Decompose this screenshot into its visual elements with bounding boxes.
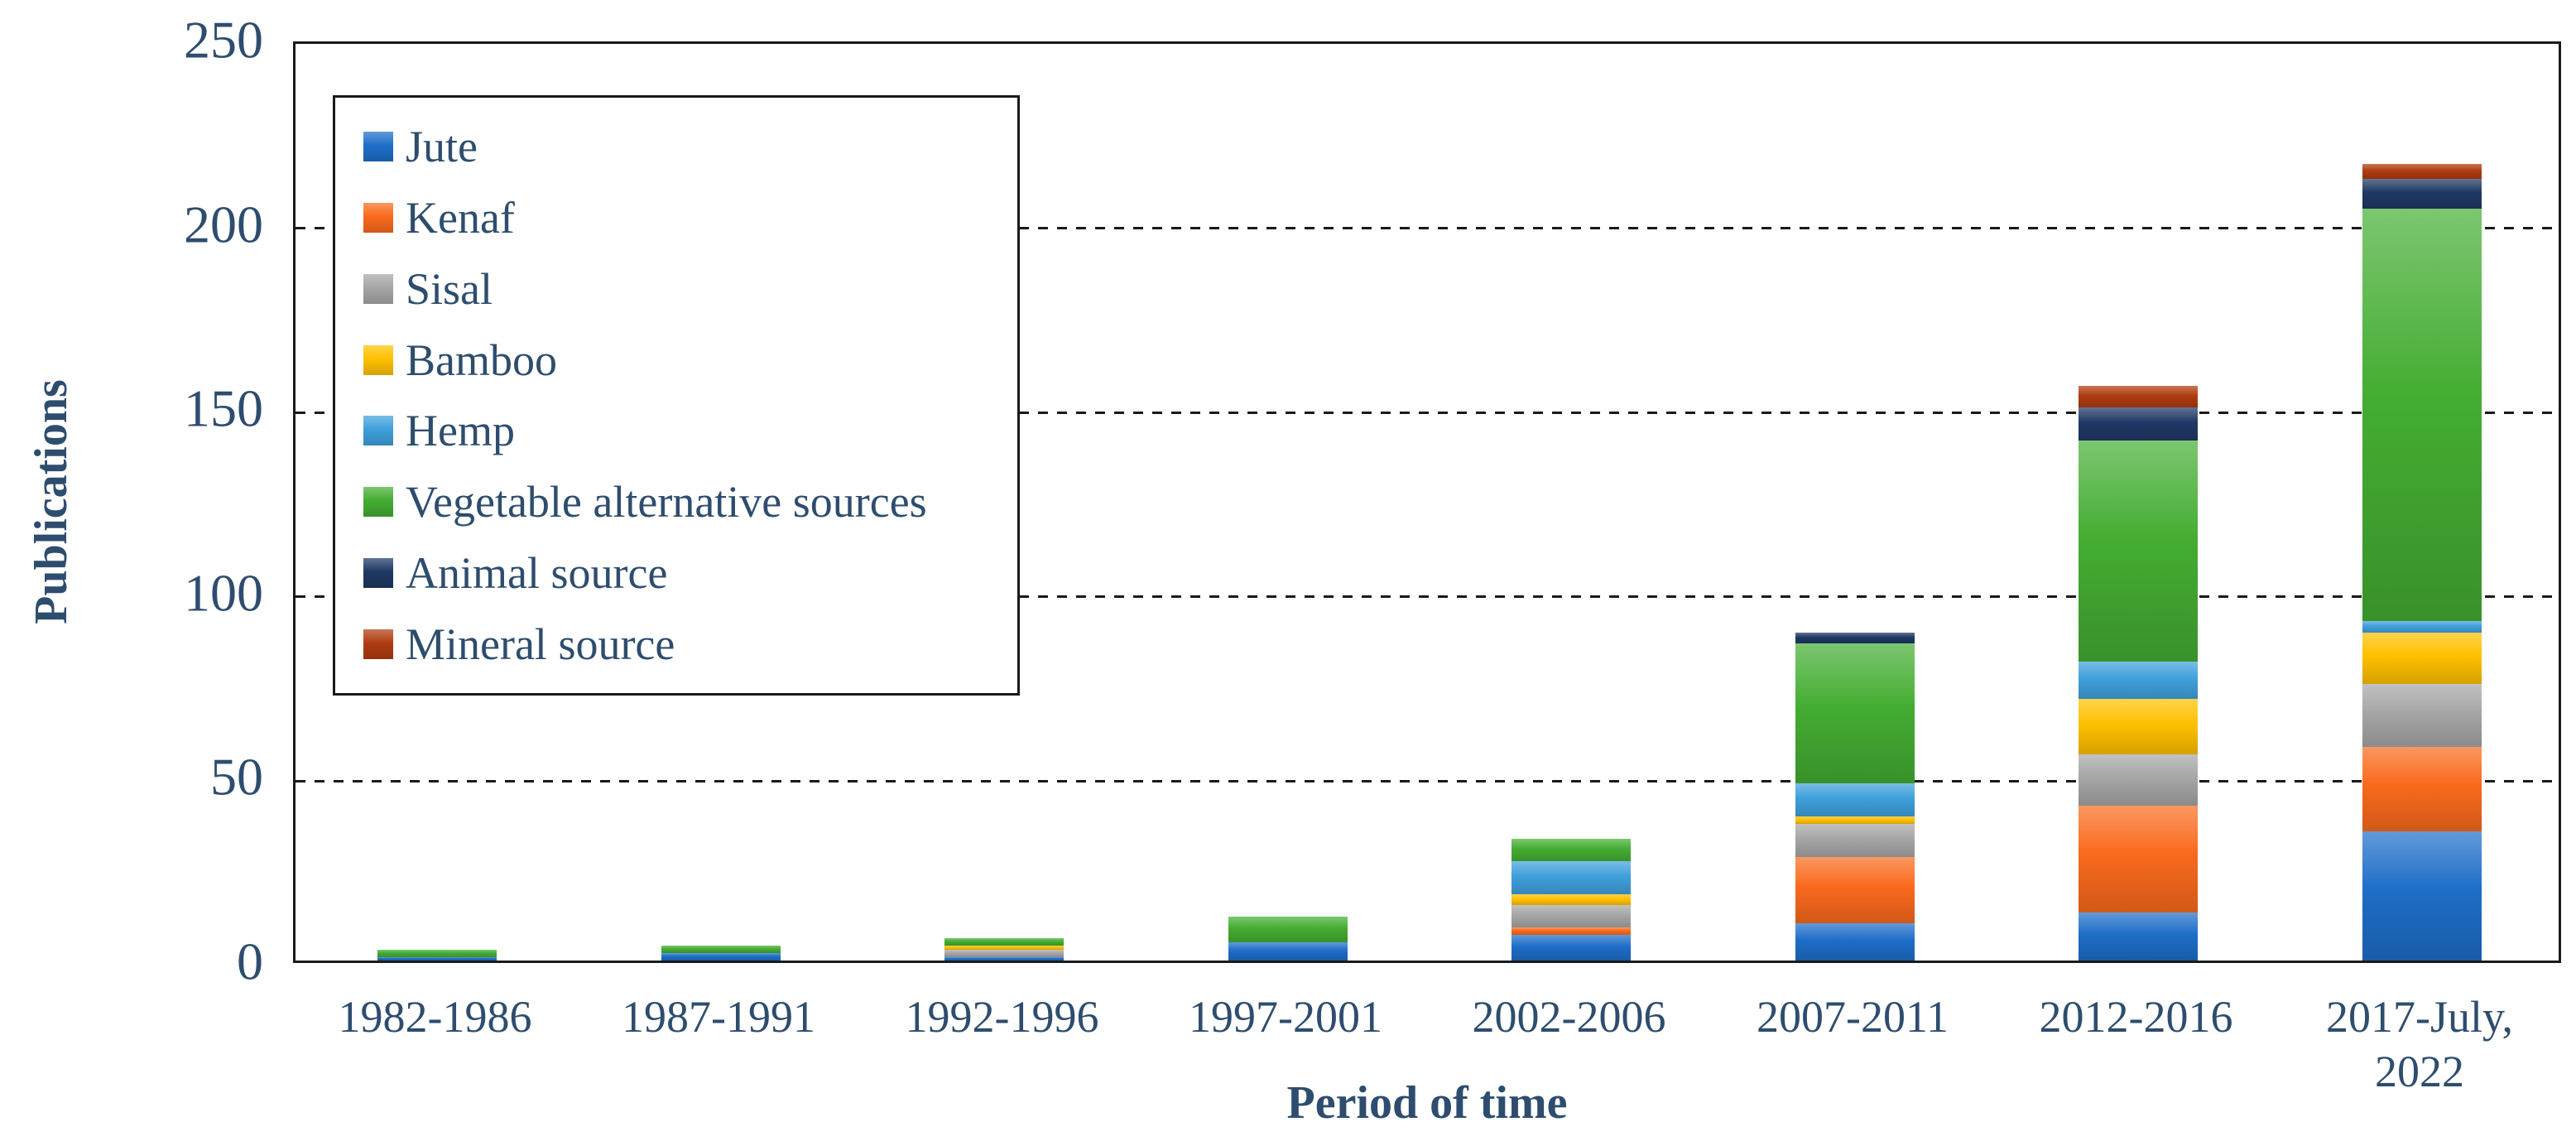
gridline-200	[296, 227, 2559, 230]
legend-item-mineral-source: Mineral source	[363, 622, 1017, 667]
bar-segment-sisal	[944, 949, 1065, 957]
x-tick-label-2017-july-2022: 2017-July, 2022	[2326, 992, 2513, 1096]
bar-segment-hemp	[1511, 860, 1632, 894]
legend-label: Kenaf	[406, 192, 515, 243]
bar-segment-animal-source	[2079, 407, 2199, 441]
legend-label: Vegetable alternative sources	[406, 477, 927, 527]
bar-segment-hemp	[2079, 662, 2199, 699]
bar-segment-mineral-source	[2362, 164, 2482, 180]
x-tick-label-1987-1991: 1987-1991	[622, 992, 815, 1042]
gridline-100	[296, 595, 2559, 599]
bar-segment-sisal	[1511, 905, 1632, 927]
bar-segment-bamboo	[944, 946, 1065, 950]
bar-segment-sisal	[1795, 824, 1915, 858]
legend-swatch-kenaf	[363, 202, 393, 233]
legend-item-hemp: Hemp	[363, 408, 1017, 453]
legend-swatch-mineral-source	[363, 629, 393, 659]
x-tick-label-2012-2016: 2012-2016	[2039, 992, 2233, 1042]
gridline-150	[296, 411, 2559, 414]
y-axis-title: Publications	[26, 379, 77, 624]
bar-segment-animal-source	[2362, 179, 2482, 209]
legend-label: Bamboo	[406, 335, 557, 385]
bar-segment-jute	[2362, 831, 2482, 961]
bar-segment-jute	[2079, 912, 2199, 961]
bar-segment-vegetable-alternative-sources	[377, 949, 497, 957]
legend-item-kenaf: Kenaf	[363, 195, 1017, 240]
bar-segment-vegetable-alternative-sources	[1511, 839, 1632, 861]
bar-segment-bamboo	[1511, 893, 1632, 906]
y-tick-label-50: 50	[210, 748, 263, 807]
legend-swatch-vegetable-alternative-sources	[363, 487, 393, 518]
bar-segment-vegetable-alternative-sources	[944, 938, 1065, 946]
y-tick-label-0: 0	[237, 932, 263, 991]
legend-swatch-sisal	[363, 273, 393, 304]
bar-segment-jute	[944, 956, 1065, 961]
legend-label: Hemp	[406, 406, 515, 456]
legend-label: Mineral source	[406, 619, 675, 669]
y-tick-label-150: 150	[184, 378, 263, 438]
bar-segment-jute	[1228, 941, 1348, 961]
bar-segment-bamboo	[2362, 632, 2482, 685]
legend-item-sisal: Sisal	[363, 267, 1017, 311]
bar-segment-sisal	[2362, 684, 2482, 747]
legend-item-animal-source: Animal source	[363, 551, 1017, 595]
x-tick-label-1982-1986: 1982-1986	[338, 992, 532, 1042]
bar-segment-kenaf	[1795, 857, 1915, 924]
legend: Jute Kenaf Sisal Bamboo Hemp Vegetable altern…	[333, 95, 1020, 696]
legend-swatch-bamboo	[363, 344, 393, 375]
legend-swatch-hemp	[363, 416, 393, 446]
bar-segment-sisal	[2079, 754, 2199, 807]
bar-segment-vegetable-alternative-sources	[1795, 643, 1915, 784]
legend-label: Sisal	[406, 263, 493, 314]
x-tick-label-2007-2011: 2007-2011	[1757, 992, 1949, 1042]
bar-segment-animal-source	[1795, 632, 1915, 644]
legend-label: Animal source	[406, 548, 668, 599]
bar-segment-kenaf	[2362, 746, 2482, 832]
y-tick-label-250: 250	[184, 10, 263, 70]
bar-segment-kenaf	[2079, 806, 2199, 913]
x-tick-label-1992-1996: 1992-1996	[905, 992, 1099, 1042]
x-tick-label-2002-2006: 2002-2006	[1472, 992, 1666, 1042]
legend-item-jute: Jute	[363, 124, 1017, 169]
legend-item-bamboo: Bamboo	[363, 338, 1017, 383]
bar-segment-jute	[661, 953, 781, 961]
bar-segment-bamboo	[1795, 816, 1915, 825]
legend-swatch-animal-source	[363, 558, 393, 589]
bar-segment-bamboo	[2079, 698, 2199, 754]
bar-segment-jute	[377, 956, 497, 961]
bar-segment-vegetable-alternative-sources	[2079, 441, 2199, 662]
legend-swatch-jute	[363, 131, 393, 161]
bar-segment-vegetable-alternative-sources	[2362, 208, 2482, 622]
bar-segment-vegetable-alternative-sources	[661, 946, 781, 954]
bar-segment-hemp	[2362, 621, 2482, 633]
bar-segment-hemp	[1795, 783, 1915, 817]
x-axis-title: Period of time	[1286, 1077, 1568, 1129]
legend-label: Jute	[406, 121, 478, 171]
bar-segment-mineral-source	[2079, 385, 2199, 408]
bar-segment-vegetable-alternative-sources	[1228, 916, 1348, 942]
gridline-50	[296, 779, 2559, 782]
bar-segment-jute	[1795, 923, 1915, 961]
bar-segment-kenaf	[1511, 927, 1632, 935]
y-tick-label-200: 200	[184, 195, 263, 254]
y-tick-label-100: 100	[184, 563, 263, 623]
x-tick-label-1997-2001: 1997-2001	[1189, 992, 1382, 1042]
legend-item-vegetable-alternative-sources: Vegetable alternative sources	[363, 479, 1017, 524]
bar-segment-jute	[1511, 934, 1632, 961]
